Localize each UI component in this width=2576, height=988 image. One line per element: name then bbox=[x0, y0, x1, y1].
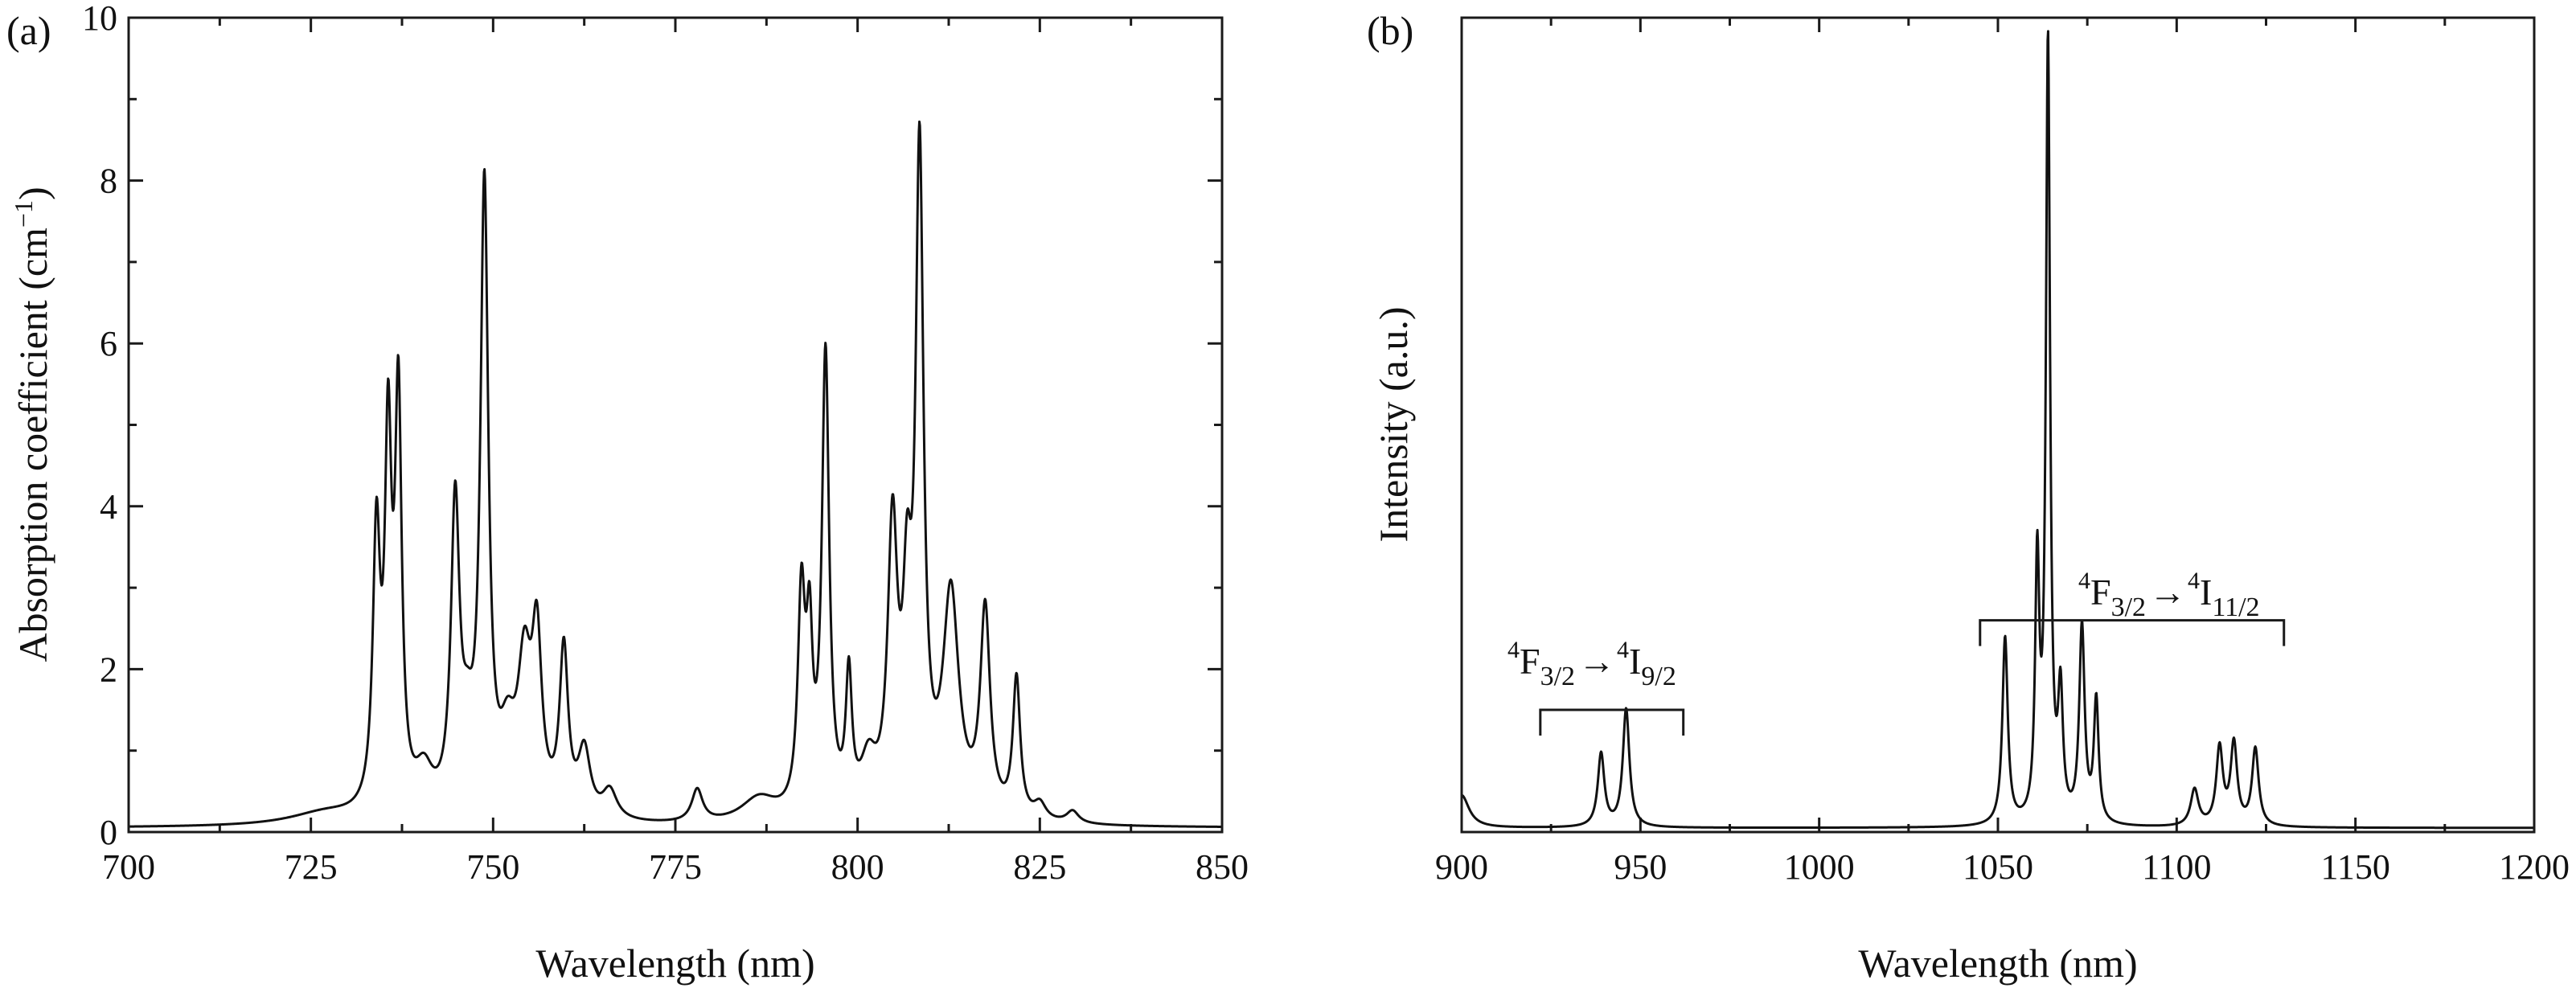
panel-a-x-tick-label: 800 bbox=[831, 847, 884, 887]
panel-b-x-tick-label: 1000 bbox=[1784, 847, 1855, 887]
panel-a-y-tick-label: 6 bbox=[100, 324, 117, 363]
panel-b-x-axis-title: Wavelength (nm) bbox=[1858, 941, 2137, 986]
panel-a-x-axis-title: Wavelength (nm) bbox=[535, 941, 814, 986]
panel-b-x-tick-label: 1200 bbox=[2499, 847, 2570, 887]
panel-b-ticks: 900 950 1000 1050 1100 1150 1200 bbox=[1435, 18, 2570, 887]
panel-a-plot-frame bbox=[127, 16, 1224, 834]
annotation-label-4i92: 4F3/2→4I9/2 bbox=[1507, 637, 1676, 691]
panel-b-x-tick-label: 1050 bbox=[1963, 847, 2033, 887]
panel-b-x-tick-label: 1100 bbox=[2142, 847, 2211, 887]
panel-a-label: (a) bbox=[6, 8, 51, 53]
panel-b-y-axis-title: Intensity (a.u.) bbox=[1371, 307, 1416, 543]
panel-a-y-axis-title: Absorption coefficient (cm−1) bbox=[9, 187, 55, 662]
panel-a-x-tick-label: 725 bbox=[285, 847, 338, 887]
panel-a-absorption-line bbox=[128, 120, 1223, 828]
panel-b-label: (b) bbox=[1367, 8, 1413, 53]
panel-b-plot-frame bbox=[1460, 16, 2536, 834]
panel-a-x-tick-label: 775 bbox=[649, 847, 702, 887]
panel-a-x-tick-label: 825 bbox=[1013, 847, 1066, 887]
panel-b: (b) 900 950 1000 1050 1100 1150 1200 Wavelengt… bbox=[1367, 8, 2570, 986]
annotation-label-4i112: 4F3/2→4I11/2 bbox=[2078, 568, 2260, 622]
annotation-bracket-4i92 bbox=[1539, 708, 1685, 736]
annotation-bracket-4i112 bbox=[1979, 619, 2286, 646]
panel-b-emission-line bbox=[1461, 30, 2535, 830]
panel-a-y-tick-label: 10 bbox=[82, 0, 117, 38]
panel-a-ticks: 700 725 750 775 800 825 850 0 2 4 6 8 10 bbox=[82, 0, 1249, 887]
panel-a-y-tick-label: 2 bbox=[100, 650, 117, 689]
panel-a: (a) 700 725 750 775 800 825 850 0 2 4 6 8 10 Wavelen… bbox=[6, 0, 1249, 986]
panel-a-y-tick-label: 0 bbox=[100, 813, 117, 852]
panel-b-x-tick-label: 900 bbox=[1435, 847, 1488, 887]
panel-a-y-tick-label: 4 bbox=[100, 487, 117, 527]
panel-a-x-tick-label: 700 bbox=[102, 847, 155, 887]
panel-b-x-tick-label: 1150 bbox=[2320, 847, 2389, 887]
panel-a-x-tick-label: 850 bbox=[1196, 847, 1249, 887]
panel-a-y-tick-label: 8 bbox=[100, 162, 117, 201]
panel-a-x-tick-label: 750 bbox=[466, 847, 519, 887]
panel-b-x-tick-label: 950 bbox=[1614, 847, 1667, 887]
